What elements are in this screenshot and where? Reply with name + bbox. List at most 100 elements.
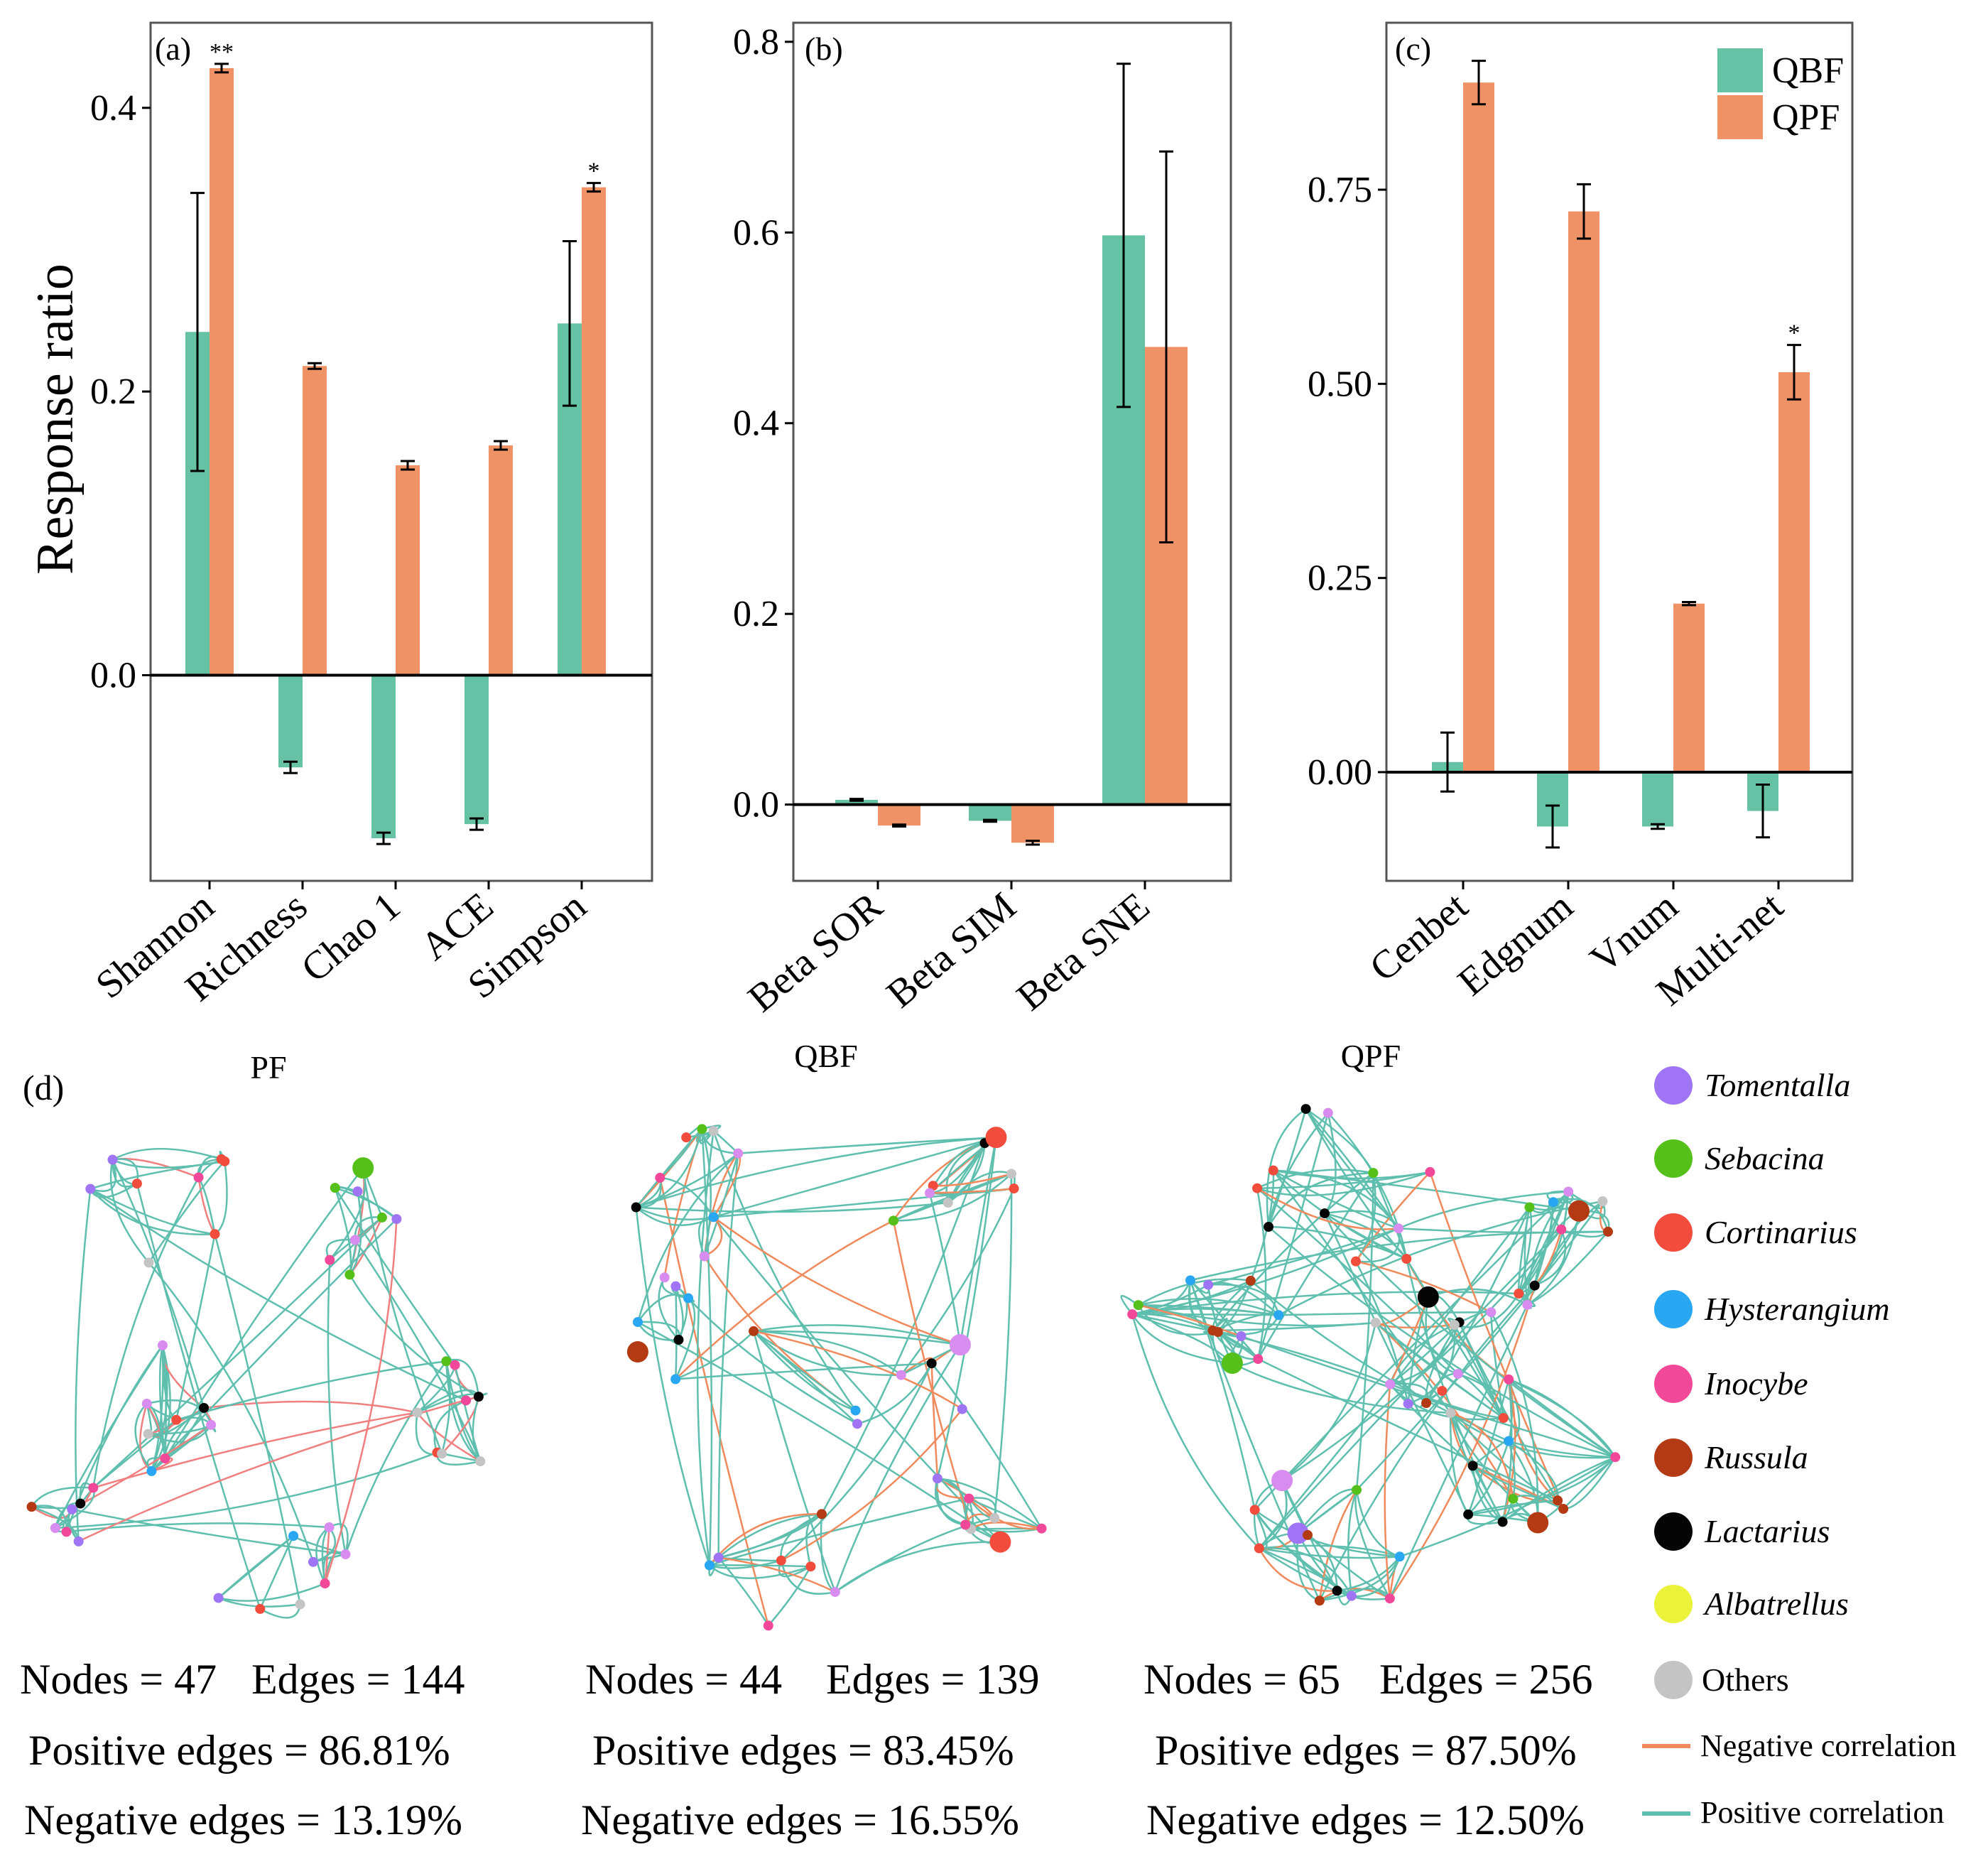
network-node: [473, 1392, 484, 1402]
positive-edge: [313, 1527, 337, 1563]
network-node: [1508, 1493, 1519, 1504]
positive-edge: [112, 1159, 205, 1409]
positive-edge: [893, 1173, 1012, 1222]
network-node: [1127, 1309, 1138, 1320]
network-node: [699, 1251, 710, 1262]
network-node: [475, 1456, 486, 1467]
network-node: [850, 1405, 861, 1416]
qbf-positive-edges: Positive edges = 83.45%: [592, 1727, 1014, 1774]
network-node: [1273, 1310, 1284, 1321]
network-node: [655, 1172, 666, 1183]
positive-edge: [1534, 1229, 1567, 1286]
pf-negative-edges: Negative edges = 13.19%: [24, 1797, 462, 1843]
qbf-nodes: Nodes = 44: [585, 1656, 782, 1703]
positive-edge: [934, 1478, 966, 1526]
positive-edge: [217, 1535, 294, 1599]
positive-edge: [900, 1188, 1015, 1376]
network-node: [461, 1395, 472, 1406]
network-node: [216, 1154, 227, 1164]
network-node: [704, 1560, 715, 1571]
y-tick-label: 0.8: [733, 22, 779, 63]
network-node: [670, 1281, 681, 1291]
network-node: [352, 1186, 363, 1197]
network-node: [1036, 1523, 1047, 1534]
legend-positive-label: Positive correlation: [1700, 1795, 1944, 1830]
positive-edge: [136, 1183, 261, 1610]
bar-qpf: [1568, 211, 1599, 772]
network-node: [749, 1326, 759, 1336]
positive-edge: [92, 1419, 178, 1489]
network-node: [697, 1124, 707, 1134]
network-node: [713, 1552, 724, 1563]
positive-edge: [1508, 1378, 1617, 1458]
positive-edge: [1518, 1207, 1533, 1294]
network-node: [960, 1519, 971, 1530]
negative-edge: [1384, 1384, 1391, 1599]
negative-edge: [933, 1173, 1012, 1187]
bar-qbf: [371, 675, 396, 839]
positive-edge: [1425, 1296, 1459, 1375]
y-axis-label: Response ratio: [26, 264, 85, 575]
legend-dot-inocybe: [1654, 1365, 1693, 1403]
positive-edge: [1256, 1188, 1267, 1360]
positive-edge: [636, 1177, 662, 1208]
network-node: [1514, 1289, 1524, 1299]
positive-edge: [937, 1478, 967, 1525]
network-node: [1319, 1208, 1330, 1219]
qpf-nodes: Nodes = 65: [1144, 1656, 1340, 1703]
negative-edge: [1319, 1587, 1391, 1602]
network-edges: [635, 1124, 1043, 1627]
legend-genus-inocybe: Inocybe: [1704, 1365, 1808, 1402]
positive-edge: [1256, 1169, 1374, 1189]
network-node: [1553, 1495, 1563, 1506]
positive-edge: [1467, 1441, 1510, 1515]
network-node: [437, 1448, 447, 1459]
network-node: [26, 1502, 37, 1512]
positive-edge: [472, 1396, 482, 1462]
negative-edge: [92, 1411, 418, 1489]
positive-edge: [1241, 1335, 1616, 1458]
legend-dot-lactarius: [1654, 1512, 1693, 1551]
positive-edge: [89, 1188, 215, 1235]
network-node: [1421, 1398, 1432, 1409]
positive-edge: [968, 1497, 1042, 1529]
panel-d-label: (d): [23, 1068, 64, 1107]
positive-edge: [636, 1201, 948, 1213]
positive-edge: [1355, 1490, 1401, 1558]
network-node: [1403, 1399, 1413, 1409]
network-node: [989, 1531, 1011, 1553]
network-node: [441, 1356, 452, 1367]
y-tick-label: 0.25: [1308, 558, 1372, 599]
panel-a-chart: (a) Response ratio 0.00.20.4**ShannonRic…: [26, 21, 653, 1010]
negative-edge: [416, 1411, 481, 1463]
network-node: [1529, 1280, 1540, 1291]
positive-edge: [675, 1331, 754, 1380]
network-node: [1452, 1369, 1463, 1380]
positive-edge: [754, 1330, 961, 1346]
positive-edge: [820, 1514, 836, 1593]
network-node: [776, 1555, 786, 1566]
y-tick-label: 0.2: [733, 594, 779, 634]
network-node: [949, 1334, 971, 1356]
network-node: [308, 1556, 318, 1567]
network-node: [1522, 1299, 1533, 1310]
legend-genus-cortinarius: Cortinarius: [1705, 1214, 1857, 1250]
network-node: [1602, 1226, 1613, 1237]
positive-edge: [1450, 1412, 1504, 1523]
positive-edge: [1398, 1228, 1609, 1234]
positive-edge: [753, 1324, 961, 1346]
negative-edge: [930, 1363, 939, 1479]
network-node: [288, 1531, 299, 1541]
positive-edge: [175, 1360, 447, 1421]
network-node: [763, 1620, 773, 1631]
legend-genus-albatrellus: Albatrellus: [1702, 1586, 1849, 1622]
positive-edge: [1281, 1322, 1377, 1482]
network-node: [1322, 1107, 1333, 1118]
network-node: [632, 1317, 643, 1328]
positive-edge: [636, 1136, 996, 1208]
positive-edge: [1278, 1311, 1492, 1316]
negative-edge: [704, 1216, 723, 1257]
y-tick-label: 0.75: [1308, 170, 1372, 210]
positive-edge: [1467, 1379, 1510, 1515]
